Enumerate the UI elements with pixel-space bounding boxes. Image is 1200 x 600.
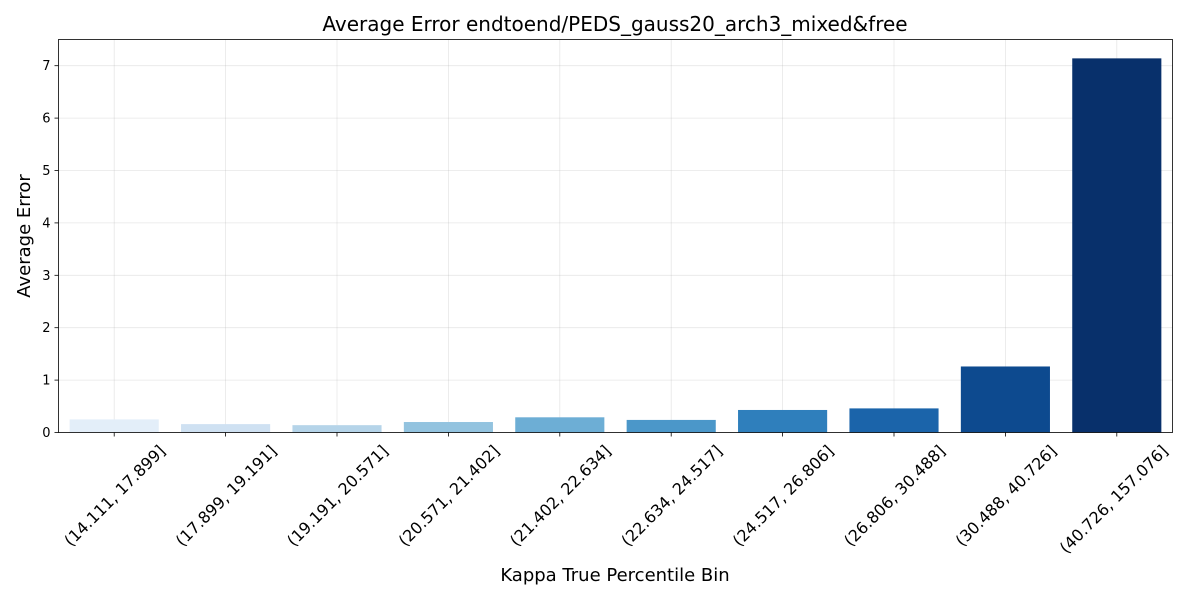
x-tick-label: (17.899, 19.191]	[172, 441, 281, 550]
y-tick-label: 3	[42, 269, 50, 284]
bar	[292, 425, 382, 433]
y-tick-label: 0	[42, 426, 50, 441]
bar	[181, 424, 271, 433]
bar	[69, 419, 159, 433]
x-tick-label: (40.726, 157.076]	[1056, 441, 1172, 557]
bar	[849, 408, 939, 433]
x-tick-label: (14.111, 17.899]	[60, 441, 169, 550]
y-tick-label: 5	[42, 164, 50, 179]
bar	[626, 419, 716, 433]
x-tick-label: (20.571, 21.402]	[395, 441, 504, 550]
y-tick-label: 6	[42, 112, 50, 127]
x-tick-label: (24.517, 26.806]	[729, 441, 838, 550]
chart-title: Average Error endtoend/PEDS_gauss20_arch…	[322, 12, 907, 36]
x-tick-label: (30.488, 40.726]	[952, 441, 1061, 550]
x-tick-label: (21.402, 22.634]	[506, 441, 615, 550]
bars-layer	[69, 58, 1162, 433]
bar	[403, 422, 493, 433]
x-tick-label: (22.634, 24.517]	[617, 441, 726, 550]
y-tick-label: 2	[42, 321, 50, 336]
x-tick-label: (19.191, 20.571]	[283, 441, 392, 550]
x-axis-label: Kappa True Percentile Bin	[500, 565, 729, 586]
bar	[738, 409, 828, 433]
y-axis: 0 1 2 3 4 5 6 7	[42, 59, 59, 441]
y-tick-label: 7	[42, 59, 50, 74]
x-tick-label: (26.806, 30.488]	[840, 441, 949, 550]
plot-frame	[58, 39, 1173, 433]
y-tick-label: 4	[42, 216, 50, 231]
y-tick-label: 1	[42, 374, 50, 389]
bar	[1072, 58, 1162, 433]
y-axis-label: Average Error	[14, 174, 35, 298]
x-axis: (14.111, 17.899] (17.899, 19.191] (19.191,…	[60, 432, 1172, 557]
bar	[960, 366, 1050, 433]
bar	[515, 417, 605, 433]
